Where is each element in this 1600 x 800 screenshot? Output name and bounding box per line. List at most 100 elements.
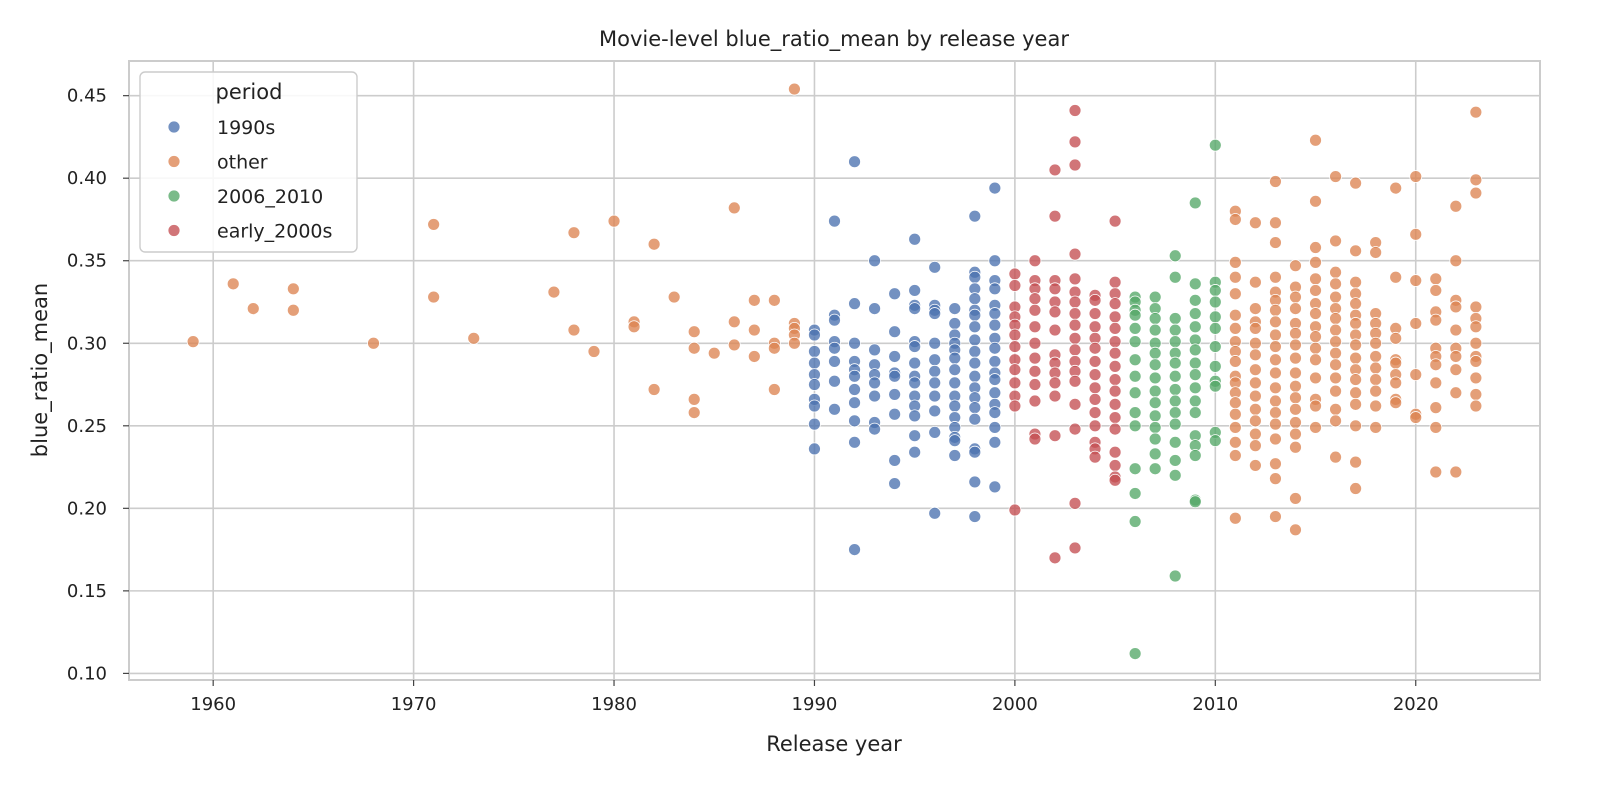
data-point — [1429, 401, 1443, 415]
data-point — [667, 290, 681, 304]
data-point — [1449, 350, 1463, 363]
data-point — [1289, 427, 1302, 441]
data-point — [1309, 194, 1322, 208]
data-point — [687, 341, 701, 355]
data-point — [1329, 346, 1342, 360]
data-point — [908, 429, 922, 443]
series-2006_2010 — [1128, 138, 1222, 660]
data-point — [1429, 313, 1443, 327]
data-point — [1329, 290, 1342, 304]
data-point — [1048, 429, 1062, 443]
data-point — [1248, 402, 1262, 416]
legend-label: early_2000s — [217, 221, 332, 243]
data-point — [1429, 421, 1443, 434]
data-point — [1188, 307, 1202, 320]
data-point — [1168, 468, 1182, 482]
data-point — [1108, 397, 1122, 411]
data-point — [1028, 303, 1042, 317]
data-point — [1008, 399, 1022, 413]
data-point — [1128, 406, 1142, 419]
data-point — [1148, 323, 1162, 337]
data-point — [1188, 381, 1202, 395]
data-point — [988, 421, 1002, 434]
data-point — [1409, 411, 1423, 424]
data-point — [1208, 322, 1222, 335]
data-point — [1228, 511, 1242, 525]
data-point — [1248, 427, 1262, 441]
data-point — [968, 292, 982, 306]
data-point — [1289, 259, 1302, 273]
data-point — [908, 356, 922, 370]
x-tick-label: 1970 — [391, 694, 437, 715]
data-point — [1208, 359, 1222, 373]
data-point — [1188, 320, 1202, 334]
y-tick-label: 0.40 — [67, 168, 107, 189]
data-point — [908, 284, 922, 297]
data-point — [1389, 331, 1403, 345]
data-point — [908, 302, 922, 316]
data-point — [988, 282, 1002, 296]
data-point — [1228, 449, 1242, 462]
data-point — [1469, 300, 1483, 314]
data-point — [848, 383, 861, 396]
data-point — [808, 378, 821, 391]
data-point — [1349, 176, 1363, 190]
data-point — [1008, 267, 1022, 281]
data-point — [1389, 270, 1403, 284]
data-point — [1188, 277, 1202, 291]
data-point — [1168, 435, 1182, 449]
data-point — [767, 293, 781, 307]
data-point — [928, 404, 942, 418]
data-point — [868, 343, 881, 357]
data-point — [1289, 416, 1302, 429]
data-point — [627, 320, 641, 334]
data-point — [988, 406, 1002, 419]
data-point — [1228, 355, 1242, 368]
data-point — [1068, 343, 1082, 357]
data-point — [928, 336, 942, 350]
data-point — [988, 373, 1002, 386]
data-point — [1289, 440, 1302, 454]
data-point — [1248, 389, 1262, 403]
data-point — [1068, 272, 1082, 286]
data-point — [808, 417, 821, 431]
data-point — [1208, 310, 1222, 324]
data-point — [908, 445, 922, 459]
data-point — [1289, 366, 1302, 380]
data-point — [1269, 366, 1282, 380]
data-point — [1349, 373, 1363, 386]
y-tick-label: 0.35 — [67, 251, 107, 272]
data-point — [988, 318, 1002, 332]
data-point — [1228, 255, 1242, 269]
data-point — [587, 345, 601, 358]
data-point — [1309, 341, 1322, 355]
data-point — [988, 355, 1002, 368]
data-point — [1309, 421, 1322, 434]
data-point — [1068, 374, 1082, 388]
data-point — [1168, 417, 1182, 431]
data-point — [1068, 295, 1082, 309]
data-point — [1168, 312, 1182, 325]
data-point — [1248, 439, 1262, 453]
data-point — [1469, 173, 1483, 187]
data-point — [1088, 381, 1102, 395]
data-point — [1208, 340, 1222, 353]
data-point — [948, 302, 962, 316]
data-point — [1048, 209, 1062, 223]
data-point — [1228, 270, 1242, 284]
data-point — [848, 435, 861, 449]
data-point — [226, 277, 240, 291]
data-point — [1148, 346, 1162, 360]
data-point — [1409, 368, 1423, 382]
data-point — [1108, 459, 1122, 472]
data-point — [1248, 275, 1262, 289]
data-point — [1309, 371, 1322, 385]
data-point — [286, 282, 300, 296]
y-tick-label: 0.25 — [67, 416, 107, 437]
data-point — [928, 506, 942, 520]
data-point — [1469, 355, 1483, 368]
data-point — [1309, 284, 1322, 297]
data-point — [1108, 422, 1122, 436]
data-point — [1309, 399, 1322, 413]
data-point — [1289, 492, 1302, 505]
